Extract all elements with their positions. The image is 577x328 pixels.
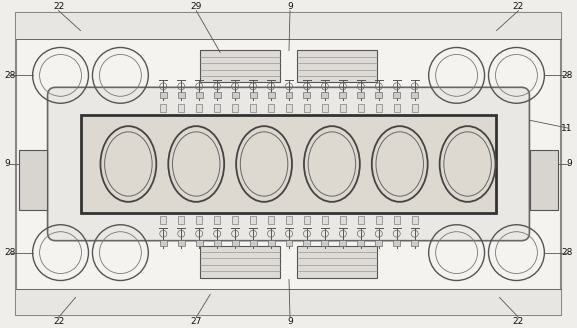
Bar	[178, 104, 184, 112]
Bar	[232, 104, 238, 112]
Bar	[178, 92, 185, 98]
Bar	[232, 216, 238, 224]
Text: 28: 28	[561, 248, 572, 257]
Bar	[357, 240, 364, 246]
Bar	[412, 104, 418, 112]
Bar	[394, 92, 400, 98]
Bar	[213, 240, 220, 246]
Bar	[268, 104, 274, 112]
Bar	[358, 216, 364, 224]
FancyBboxPatch shape	[47, 87, 530, 241]
Bar	[213, 92, 220, 98]
Bar	[214, 216, 220, 224]
Bar	[16, 13, 561, 38]
Bar	[160, 240, 167, 246]
Text: 22: 22	[513, 2, 524, 11]
Text: 11: 11	[561, 124, 572, 133]
Text: 22: 22	[513, 317, 524, 326]
Bar	[304, 104, 310, 112]
Bar	[200, 51, 280, 82]
Text: 28: 28	[561, 71, 572, 80]
Text: 9: 9	[287, 317, 293, 326]
Bar	[286, 216, 292, 224]
Bar	[81, 115, 496, 213]
Text: 28: 28	[5, 248, 16, 257]
Text: 9: 9	[567, 159, 572, 169]
Bar	[18, 150, 47, 210]
Bar	[196, 240, 203, 246]
Bar	[376, 216, 382, 224]
Bar	[321, 92, 328, 98]
Text: 27: 27	[190, 317, 202, 326]
Bar	[375, 92, 383, 98]
Bar	[340, 104, 346, 112]
Bar	[250, 216, 256, 224]
Text: 22: 22	[53, 317, 64, 326]
Bar	[394, 240, 400, 246]
Bar	[286, 92, 293, 98]
Bar	[376, 104, 382, 112]
Bar	[297, 246, 377, 277]
Bar	[530, 150, 559, 210]
Bar	[304, 240, 310, 246]
Bar	[196, 92, 203, 98]
Bar	[411, 92, 418, 98]
Bar	[412, 216, 418, 224]
Bar	[196, 104, 202, 112]
Bar	[304, 92, 310, 98]
Text: 22: 22	[53, 2, 64, 11]
Text: 29: 29	[190, 2, 202, 11]
Bar	[339, 240, 346, 246]
Bar	[16, 290, 561, 315]
Bar	[268, 216, 274, 224]
Bar	[340, 216, 346, 224]
Bar	[250, 92, 257, 98]
Bar	[304, 216, 310, 224]
Bar	[160, 104, 166, 112]
Bar	[231, 240, 239, 246]
Bar	[200, 246, 280, 277]
Bar	[214, 104, 220, 112]
Bar	[339, 92, 346, 98]
Bar	[286, 104, 292, 112]
Bar	[394, 104, 400, 112]
Bar	[231, 92, 239, 98]
Bar	[357, 92, 364, 98]
Bar	[297, 51, 377, 82]
Bar	[358, 104, 364, 112]
Bar	[250, 240, 257, 246]
Bar	[160, 216, 166, 224]
Bar	[250, 104, 256, 112]
Bar	[178, 240, 185, 246]
Bar	[321, 240, 328, 246]
Bar	[286, 240, 293, 246]
Bar	[411, 240, 418, 246]
Text: 9: 9	[287, 2, 293, 11]
Text: 9: 9	[5, 159, 10, 169]
Bar	[178, 216, 184, 224]
Bar	[322, 104, 328, 112]
Bar	[196, 216, 202, 224]
Bar	[268, 92, 275, 98]
Bar	[322, 216, 328, 224]
Bar	[268, 240, 275, 246]
Bar	[160, 92, 167, 98]
Bar	[394, 216, 400, 224]
Bar	[375, 240, 383, 246]
Text: 28: 28	[5, 71, 16, 80]
